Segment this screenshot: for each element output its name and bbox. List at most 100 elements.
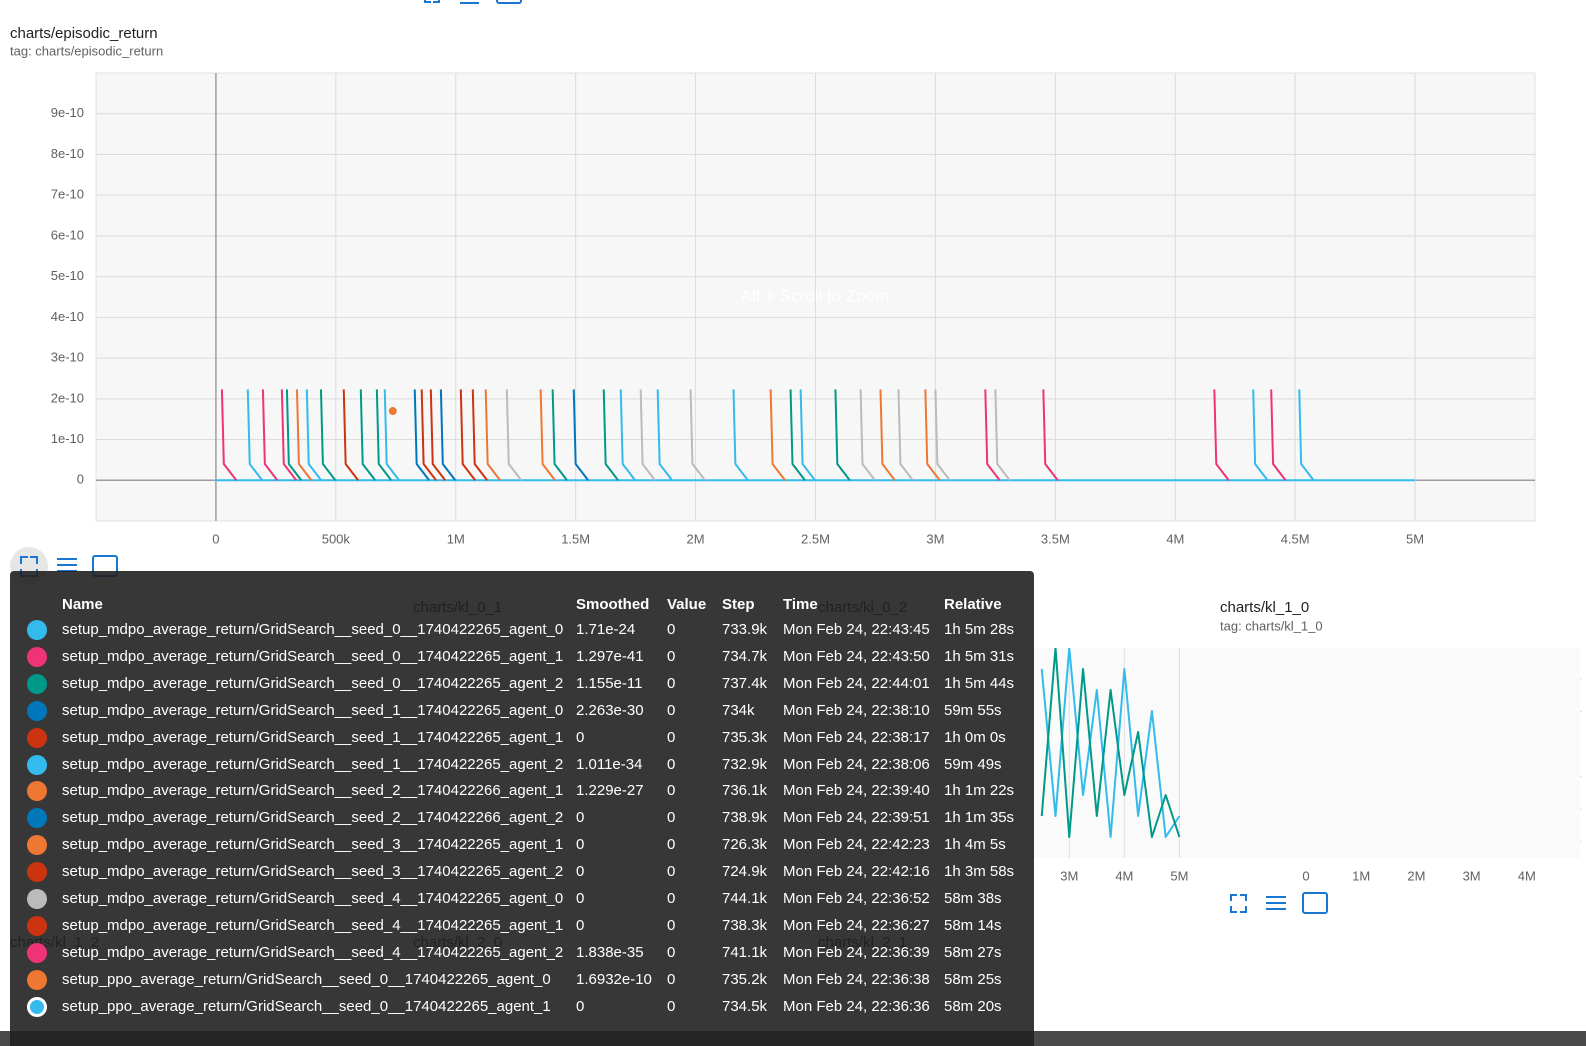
cell: 1h 3m 58s <box>944 863 1015 881</box>
y-tick-label: 2e-10 <box>51 390 84 405</box>
zoom-hint: Alt + Scroll to Zoom <box>741 286 890 305</box>
run-name: setup_mdpo_average_return/GridSearch__se… <box>62 647 564 665</box>
cell: Mon Feb 24, 22:36:27 <box>783 916 930 934</box>
cell: 0 <box>667 970 676 988</box>
series-swatch <box>27 996 47 1017</box>
series-line <box>383 389 400 481</box>
cell: 1.838e-35 <box>576 943 644 961</box>
series-swatch <box>27 646 47 667</box>
cell: 735.3k <box>722 728 768 746</box>
fit-domain-icon[interactable] <box>1302 892 1328 914</box>
run-name: setup_mdpo_average_return/GridSearch__se… <box>62 621 564 638</box>
cell: Mon Feb 24, 22:38:17 <box>783 728 930 746</box>
x-tick-label: 2M <box>1407 868 1425 883</box>
panel-tag: tag: charts/kl_1_0 <box>1220 618 1323 633</box>
series-swatch <box>27 835 47 856</box>
cell: 735.2k <box>722 970 768 988</box>
x-tick-label: 500k <box>322 531 351 546</box>
cell: 0 <box>576 836 585 854</box>
y-tick-label: 0 <box>77 472 84 487</box>
cell: 0 <box>667 997 676 1015</box>
series-line <box>1213 389 1230 481</box>
y-tick-label: 3e-10 <box>51 350 84 365</box>
series-line <box>602 389 619 481</box>
series-line <box>429 389 446 481</box>
cell: 1h 5m 44s <box>944 674 1015 692</box>
series-line <box>572 389 589 481</box>
cell: 0 <box>576 863 585 881</box>
series-swatch <box>27 673 47 694</box>
cell: 0 <box>667 701 676 719</box>
series-line <box>471 389 488 481</box>
cell: 59m 55s <box>944 701 1002 719</box>
cell: 0 <box>667 782 676 800</box>
fullscreen-icon[interactable] <box>424 0 440 3</box>
chart-toolbar <box>1230 892 1328 914</box>
x-tick-label: 3M <box>926 531 944 546</box>
cell: 0 <box>576 728 585 746</box>
cell: 0 <box>576 890 585 907</box>
series-line <box>769 389 786 481</box>
cell: Mon Feb 24, 22:36:39 <box>783 943 930 961</box>
cell: 726.3k <box>722 836 768 854</box>
series-line <box>1040 648 1181 838</box>
cell: 0 <box>667 647 676 665</box>
x-tick-label: 1.5M <box>561 531 590 546</box>
cell: 0 <box>576 997 585 1015</box>
cell: 0 <box>667 809 676 827</box>
cell: 1h 1m 22s <box>944 782 1015 800</box>
cell: Mon Feb 24, 22:38:10 <box>783 701 930 719</box>
series-line <box>789 389 806 481</box>
series-line <box>280 389 298 481</box>
series-line <box>342 389 359 481</box>
column-header: Value <box>667 596 707 613</box>
run-name: setup_mdpo_average_return/GridSearch__se… <box>62 890 564 907</box>
list-icon[interactable] <box>460 0 479 4</box>
series-line <box>984 389 1001 481</box>
series-swatch <box>27 942 47 963</box>
series-line <box>551 389 568 481</box>
series-line <box>689 389 706 481</box>
cell: Mon Feb 24, 22:43:45 <box>783 621 930 638</box>
fit-icon[interactable] <box>496 0 522 4</box>
cell: Mon Feb 24, 22:36:38 <box>783 970 930 988</box>
column-header: Name <box>62 596 103 613</box>
run-name: setup_mdpo_average_return/GridSearch__se… <box>62 943 564 961</box>
series-swatch <box>27 727 47 748</box>
run-name: setup_mdpo_average_return/GridSearch__se… <box>62 916 564 934</box>
series-line <box>420 389 437 481</box>
cell: Mon Feb 24, 22:39:51 <box>783 809 930 827</box>
cell: 0 <box>576 916 585 934</box>
series-line <box>319 389 337 481</box>
cell: Mon Feb 24, 22:39:40 <box>783 782 930 800</box>
fullscreen-icon[interactable] <box>1230 894 1247 913</box>
series-line <box>1270 389 1287 481</box>
series-line <box>656 389 673 481</box>
series-line <box>505 389 523 481</box>
x-tick-label: 0 <box>1302 868 1309 883</box>
cell: 744.1k <box>722 890 768 907</box>
series-line <box>994 389 1011 481</box>
legend-toggle-icon[interactable] <box>1266 896 1286 910</box>
x-tick-label: 5M <box>1170 868 1188 883</box>
column-header: Relative <box>944 596 1002 613</box>
cell: 58m 25s <box>944 970 1002 988</box>
cell: 1.229e-27 <box>576 782 644 800</box>
series-line <box>924 389 941 481</box>
legend-toggle-icon[interactable] <box>57 558 77 572</box>
y-tick-label: 1e-10 <box>51 431 84 446</box>
cell: 0 <box>667 728 676 746</box>
y-tick-label: 7e-10 <box>51 187 84 202</box>
x-tick-label: 3.5M <box>1041 531 1070 546</box>
series-line <box>799 389 816 481</box>
cell: 59m 49s <box>944 755 1002 773</box>
series-line <box>484 389 501 481</box>
cell: 0 <box>667 943 676 961</box>
series-swatch <box>27 862 47 883</box>
series-line <box>859 389 876 481</box>
x-tick-label: 3M <box>1060 868 1078 883</box>
fullscreen-icon[interactable] <box>20 556 38 577</box>
series-line <box>934 389 951 481</box>
series-line <box>1298 389 1315 481</box>
series-swatch <box>27 808 47 829</box>
